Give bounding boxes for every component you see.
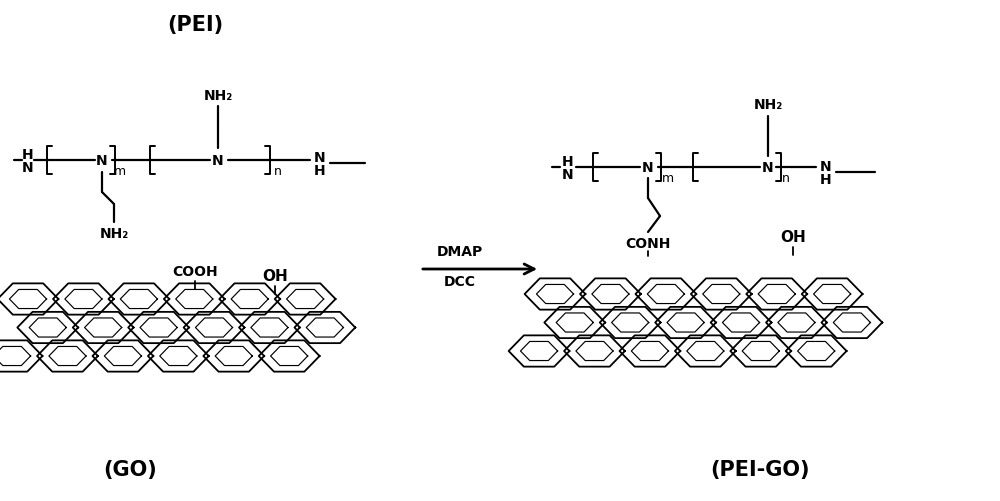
Text: H: H xyxy=(820,173,832,187)
Text: (GO): (GO) xyxy=(103,459,157,479)
Text: (PEI-GO): (PEI-GO) xyxy=(710,459,810,479)
Text: NH₂: NH₂ xyxy=(203,89,233,103)
Text: H: H xyxy=(22,148,34,162)
Text: NH₂: NH₂ xyxy=(99,226,129,240)
Text: N: N xyxy=(96,154,108,168)
Text: n: n xyxy=(782,172,790,185)
Text: N: N xyxy=(314,151,326,165)
Text: N: N xyxy=(762,161,774,175)
Text: N: N xyxy=(22,161,34,175)
Text: DMAP: DMAP xyxy=(437,244,483,259)
Text: N: N xyxy=(212,154,224,168)
Text: m: m xyxy=(114,165,126,178)
Text: CONH: CONH xyxy=(625,236,671,250)
Text: OH: OH xyxy=(780,230,806,245)
Text: N: N xyxy=(562,168,574,182)
Text: H: H xyxy=(314,164,326,178)
Text: (PEI): (PEI) xyxy=(167,15,223,35)
Text: m: m xyxy=(662,172,674,185)
Text: N: N xyxy=(820,160,832,174)
Text: n: n xyxy=(274,165,282,178)
Text: N: N xyxy=(642,161,654,175)
Text: OH: OH xyxy=(262,269,288,284)
Text: H: H xyxy=(562,155,574,169)
Text: NH₂: NH₂ xyxy=(753,98,783,112)
Text: COOH: COOH xyxy=(172,265,218,279)
Text: DCC: DCC xyxy=(444,275,476,289)
